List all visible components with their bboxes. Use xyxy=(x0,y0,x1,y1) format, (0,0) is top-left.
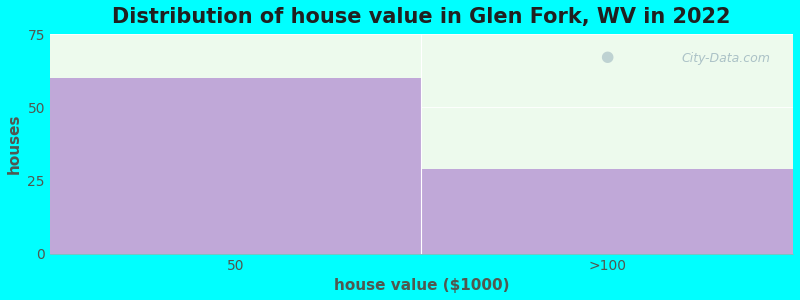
Text: ●: ● xyxy=(600,50,613,64)
Text: City-Data.com: City-Data.com xyxy=(682,52,770,64)
Bar xyxy=(50,78,422,254)
Bar xyxy=(422,169,793,254)
Title: Distribution of house value in Glen Fork, WV in 2022: Distribution of house value in Glen Fork… xyxy=(112,7,730,27)
Y-axis label: houses: houses xyxy=(7,114,22,174)
X-axis label: house value ($1000): house value ($1000) xyxy=(334,278,510,293)
